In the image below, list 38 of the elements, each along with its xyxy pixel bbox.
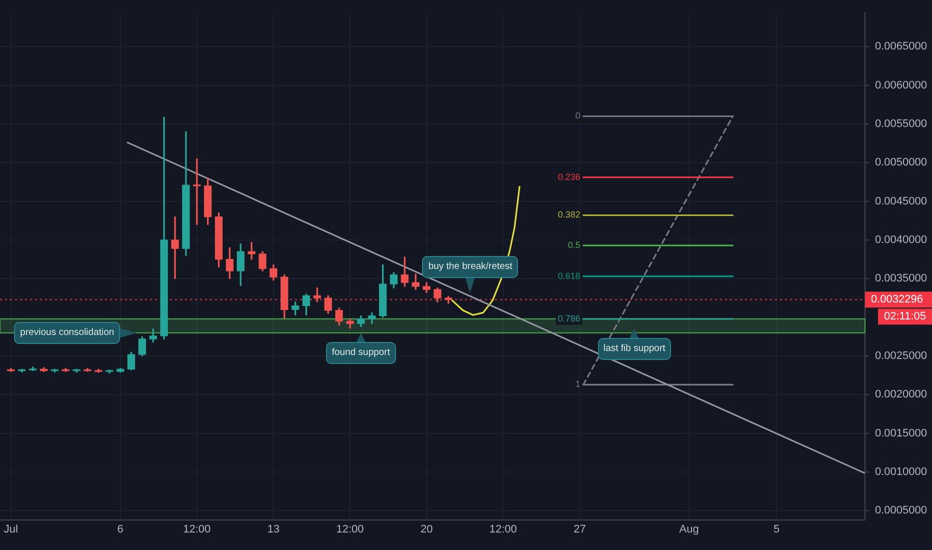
x-tick-label: 20 <box>420 524 433 536</box>
y-tick-label: 0.0060000 <box>875 79 927 92</box>
ref-line-label: 0.0032296 <box>871 294 923 306</box>
y-tick-label: 0.0040000 <box>875 234 927 246</box>
candlestick <box>94 368 102 373</box>
x-tick-label: Jul <box>4 524 18 536</box>
x-tick-label: 5 <box>774 524 780 536</box>
series-label: 0.5 <box>568 240 580 250</box>
annotation: found support <box>326 342 396 364</box>
annotation: previous consolidation <box>14 322 120 344</box>
x-tick-label: 6 <box>117 524 124 536</box>
annotation: buy the break/retest <box>422 256 518 278</box>
y-tick-label: 0.0010000 <box>875 466 927 478</box>
candlestick <box>28 366 37 372</box>
series-label: 0.236 <box>558 172 580 182</box>
series-label: 0 <box>575 110 580 121</box>
x-tick-label: 12:00 <box>489 524 517 536</box>
y-tick-label: 0.0020000 <box>875 388 927 401</box>
text: 02:11:05 <box>884 310 926 323</box>
series-label: 0.786 <box>558 313 580 324</box>
x-tick-label: 13 <box>267 524 280 536</box>
x-tick-label: 12:00 <box>183 524 211 536</box>
x-tick-label: Aug <box>679 524 699 536</box>
series-label: 1 <box>575 379 580 390</box>
y-tick-label: 0.0005000 <box>875 504 927 517</box>
y-tick-label: 0.0045000 <box>875 195 927 208</box>
y-tick-label: 0.0055000 <box>875 118 927 130</box>
x-tick-label: 27 <box>574 524 586 536</box>
annotation: last fib support <box>598 338 672 360</box>
y-tick-label: 0.0035000 <box>875 272 927 285</box>
series-label: 0.618 <box>558 270 580 281</box>
y-tick-label: 0.0065000 <box>875 40 927 53</box>
y-tick-label: 0.0015000 <box>875 427 927 440</box>
y-tick-label: 0.0025000 <box>875 350 927 362</box>
x-tick-label: 12:00 <box>336 524 364 536</box>
y-tick-label: 0.0050000 <box>875 156 927 169</box>
candlestick <box>106 370 114 374</box>
series-label: 0.382 <box>558 210 580 220</box>
